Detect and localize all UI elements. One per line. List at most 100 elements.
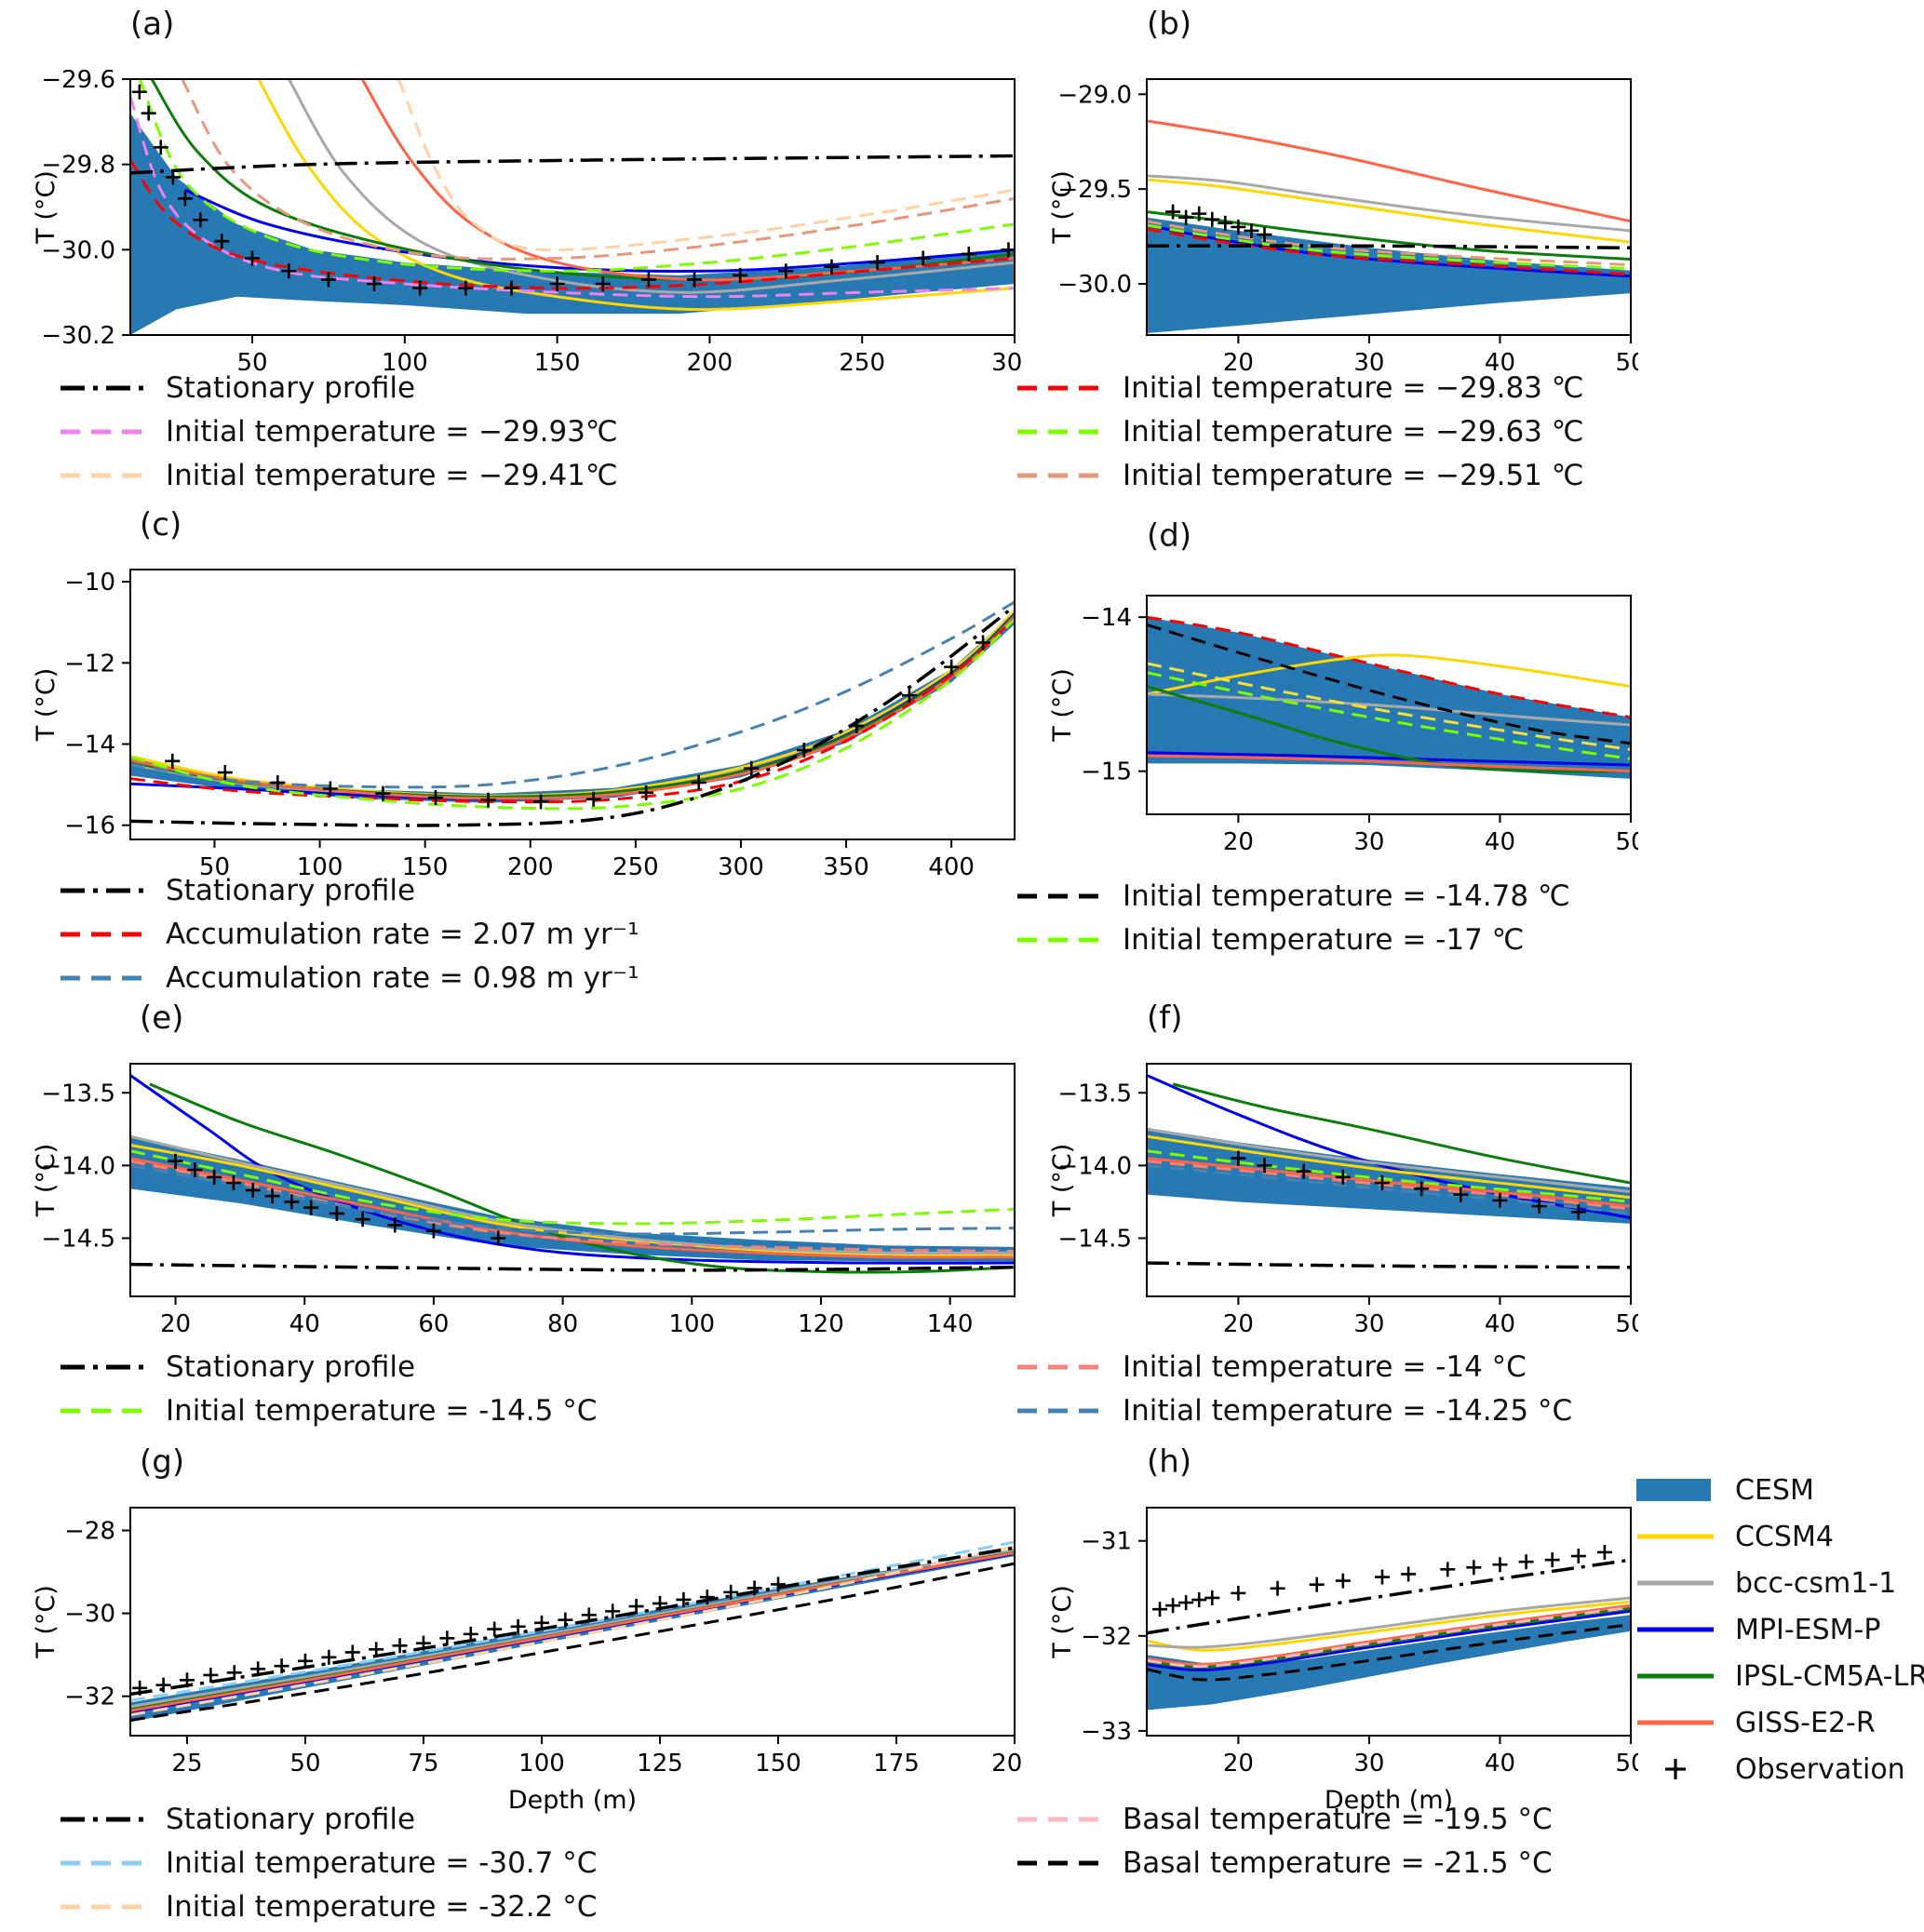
- y-tick-label: −32: [64, 1684, 115, 1711]
- x-tick-label: 30: [1353, 349, 1384, 377]
- x-tick-label: 30: [1353, 1310, 1384, 1338]
- y-tick-label: −14: [1081, 604, 1132, 632]
- legend-item: Initial temperature = -30.7 °C: [58, 1845, 597, 1881]
- x-tick-label: 140: [927, 1310, 974, 1338]
- models-legend: CESM CCSM4 bcc-csm1-1 MPI-ESM-P IPSL-CM5A-LR…: [1635, 1472, 1924, 1787]
- series-bcc-csm1-1: [288, 79, 1015, 294]
- legend-item: Initial temperature = -14.78 ℃: [1015, 879, 1570, 914]
- legend-item: Initial temperature = -14.25 °C: [1015, 1393, 1572, 1429]
- series-giss-e2-r: [130, 615, 1015, 800]
- x-tick-label: 150: [534, 349, 581, 377]
- legend-item: Basal temperature = -21.5 °C: [1015, 1845, 1553, 1881]
- legend-label: MPI-ESM-P: [1735, 1613, 1881, 1646]
- legend-swatch: [61, 1408, 144, 1414]
- legend-swatch: [61, 1904, 144, 1910]
- legend-label: Initial temperature = -14.78 ℃: [1123, 879, 1570, 913]
- panel-a-legend: Stationary profile Initial temperature = …: [58, 370, 618, 493]
- panel-a-series: [130, 79, 1015, 335]
- x-tick-label: 50: [236, 349, 267, 377]
- series-observation: [1152, 1544, 1612, 1617]
- legend-label: Initial temperature = −29.93℃: [166, 415, 618, 449]
- y-axis-label: T (°C): [32, 170, 61, 245]
- axes-frame: [129, 569, 1016, 840]
- panel-d-label: (d): [1147, 517, 1192, 555]
- x-tick-label: 100: [382, 349, 428, 377]
- series-initial-temp-14.25: [130, 1163, 1015, 1236]
- legend-item: Initial temperature = -14.5 °C: [58, 1393, 597, 1429]
- x-tick-label: 150: [402, 853, 449, 881]
- legend-swatch: [1017, 473, 1101, 478]
- series-observation: [132, 1576, 786, 1696]
- x-tick-label: 175: [873, 1750, 920, 1778]
- panel-e-series: [130, 1074, 1015, 1274]
- series-observation: [165, 635, 991, 810]
- legend-swatch: [61, 932, 144, 937]
- series-initial-temp-29.41: [397, 79, 1015, 252]
- legend-item: GISS-E2-R: [1635, 1705, 1924, 1740]
- panel-b-legend: Initial temperature = −29.83 ℃ Initial te…: [1015, 370, 1584, 493]
- legend-swatch: [61, 1860, 144, 1866]
- series-mpi-esm-p: [1147, 751, 1631, 767]
- x-tick-label: 50: [1615, 828, 1638, 856]
- panel-c-series: [130, 600, 1015, 827]
- y-axis: −28 −30 −32: [64, 1518, 130, 1711]
- panel-c-legend: Stationary profile Accumulation rate = 2.…: [58, 873, 639, 996]
- legend-label: Basal temperature = -21.5 °C: [1123, 1846, 1553, 1880]
- panel-b-label: (b): [1147, 6, 1192, 43]
- series-initial-temp-29.83: [1147, 227, 1631, 276]
- series-initial-temp-14.78: [1147, 624, 1631, 745]
- series-initial-temp-14: [130, 1160, 1015, 1254]
- legend-item: Stationary profile: [58, 370, 618, 406]
- axes-frame: [129, 1507, 1016, 1737]
- panel-d-plot: 20 30 40 50 −14 −15T (°C): [1048, 595, 1638, 856]
- series-stationary-profile: [1147, 1558, 1631, 1635]
- legend-item: Basal temperature = -19.5 °C: [1015, 1802, 1553, 1837]
- axes-frame: [1146, 1507, 1632, 1737]
- series-initial-temp-14.25: [1147, 1163, 1631, 1215]
- x-axis: 50 100 150 200 250 300: [236, 335, 1022, 377]
- y-axis: −29.6 −29.8 −30.0 −30.2: [41, 70, 130, 350]
- legend-item: IPSL-CM5A-LR: [1635, 1658, 1924, 1694]
- panel-c-plot: 50 100 150 200 250 300 350 400 −10 −12 −14 −16 T (°C…: [32, 569, 1016, 881]
- series-initial-temp-29.63: [1147, 223, 1631, 271]
- panel-h-series: [1147, 1544, 1631, 1711]
- legend-swatch: [1017, 893, 1101, 899]
- x-tick-label: 125: [637, 1750, 683, 1778]
- x-tick-label: 60: [418, 1310, 449, 1338]
- legend-swatch: [1665, 1759, 1686, 1779]
- legend-swatch: [1017, 1817, 1101, 1822]
- series-cesm-band: [130, 1136, 1015, 1262]
- x-tick-label: 250: [612, 853, 659, 881]
- series-ipsl-cm5a-lr: [1172, 1082, 1631, 1185]
- y-axis-label: T (°C): [1048, 170, 1077, 245]
- y-tick-label: −16: [64, 812, 115, 840]
- y-tick-label: −29.5: [1057, 176, 1132, 204]
- panel-h-legend: Basal temperature = -19.5 °C Basal temper…: [1015, 1802, 1553, 1881]
- legend-swatch: [61, 385, 144, 391]
- y-tick-label: −30: [64, 1601, 115, 1629]
- legend-item: Initial temperature = −29.93℃: [58, 414, 618, 449]
- legend-label: GISS-E2-R: [1735, 1706, 1876, 1739]
- panel-d-series: [1147, 615, 1631, 779]
- series-ccsm4: [1147, 1134, 1631, 1200]
- y-tick-label: −30.2: [41, 322, 115, 350]
- series-bcc-csm1-1: [1147, 1127, 1631, 1193]
- x-tick-label: 300: [718, 853, 764, 881]
- panel-f-label: (f): [1147, 1000, 1183, 1037]
- legend-label: IPSL-CM5A-LR: [1735, 1659, 1924, 1693]
- series-mpi-esm-p: [130, 612, 1015, 801]
- panel-f-plot: 20 30 40 50 −13.5 −14.0 −14.5 T (°C): [1048, 1063, 1638, 1338]
- series-bcc-csm1-1: [130, 612, 1015, 799]
- x-tick-label: 75: [408, 1750, 438, 1778]
- legend-label: Initial temperature = -14.25 °C: [1123, 1394, 1573, 1428]
- legend-item: Initial temperature = -32.2 °C: [58, 1889, 597, 1925]
- series-mpi-esm-p: [130, 1074, 1015, 1265]
- legend-swatch: [1636, 1479, 1711, 1501]
- legend-label: Initial temperature = −29.41℃: [166, 459, 618, 492]
- legend-label: CCSM4: [1735, 1520, 1834, 1553]
- legend-item: Accumulation rate = 2.07 m yr⁻¹: [58, 917, 639, 952]
- series-initial-temp-29.51: [1147, 220, 1631, 267]
- panel-d-legend: Initial temperature = -14.78 ℃ Initial te…: [1015, 879, 1570, 958]
- legend-label: Initial temperature = -14 °C: [1123, 1350, 1527, 1384]
- y-axis-label: T (°C): [1048, 1585, 1077, 1659]
